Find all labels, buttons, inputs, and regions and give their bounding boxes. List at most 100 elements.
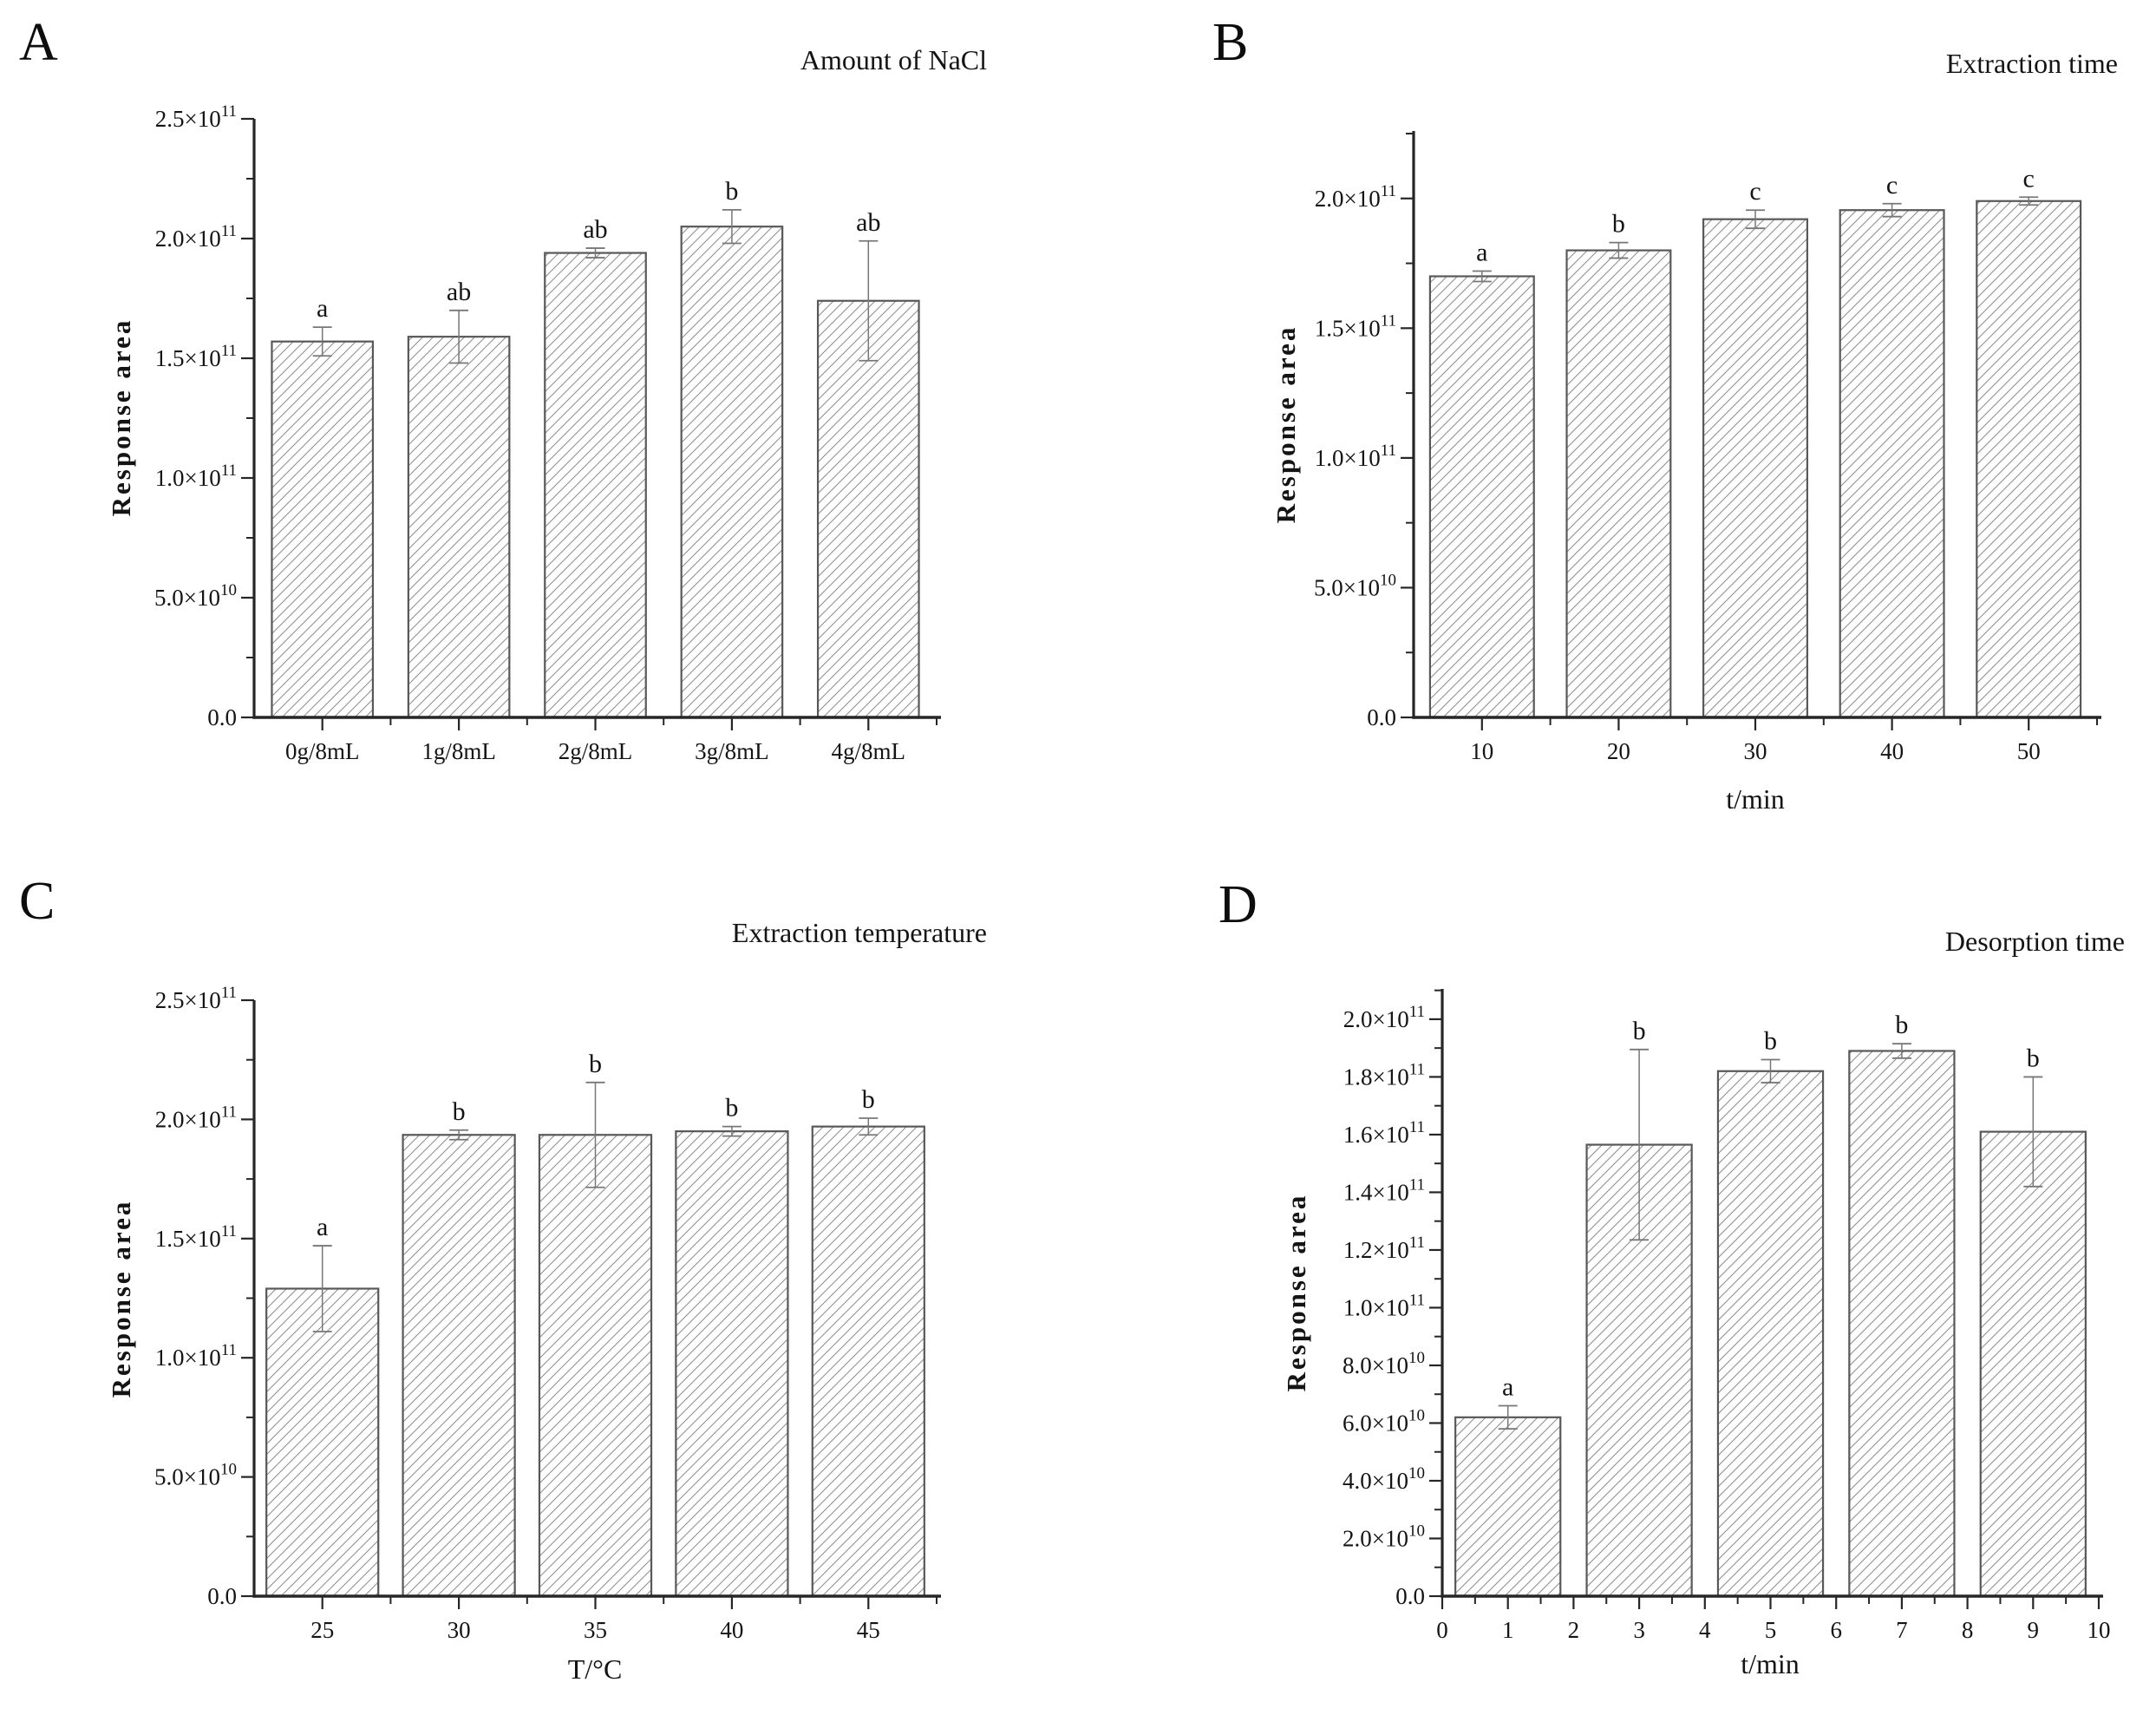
x-tick-label: 9 xyxy=(2028,1617,2040,1643)
y-tick-label: 5.0×1010 xyxy=(1314,571,1396,600)
significance-letter: a xyxy=(1476,239,1487,267)
x-tick-label: 3 xyxy=(1633,1617,1645,1643)
panel-letter-b: B xyxy=(1212,13,1249,72)
significance-letter: b xyxy=(725,177,738,206)
y-tick-label: 1.0×1011 xyxy=(155,1341,237,1371)
significance-letter: b xyxy=(725,1094,738,1123)
y-tick-label: 1.6×1011 xyxy=(1343,1118,1425,1148)
chart-plot-b: a b c c c 0.0 5.0×1010 1.0×1011 1.5×1011 2.0×1011… xyxy=(1314,131,2101,764)
x-axis-label-c: T/°C xyxy=(567,1653,623,1685)
bar xyxy=(544,252,647,719)
panel-a: A Amount of NaCl Response area a ab ab b ab 0… xyxy=(0,0,1078,857)
panel-c: C Extraction temperature Response area T… xyxy=(0,857,1078,1714)
y-tick-label: 2.0×1011 xyxy=(155,222,237,252)
y-tick-label: 4.0×1010 xyxy=(1343,1464,1425,1494)
significance-letter: c xyxy=(1886,171,1898,200)
y-tick-label: 0.0 xyxy=(207,704,237,730)
significance-letter: b xyxy=(1612,210,1625,239)
x-tick-label: 5 xyxy=(1765,1617,1777,1643)
panel-title-c: Extraction temperature xyxy=(731,917,987,948)
y-tick-label: 2.0×1011 xyxy=(155,1103,237,1132)
bar xyxy=(1848,1050,1956,1598)
panel-letter-c: C xyxy=(19,872,56,931)
x-tick-label: 1 xyxy=(1502,1617,1514,1643)
y-tick-label: 2.0×1011 xyxy=(1343,1003,1425,1032)
x-tick-label: 0g/8mL xyxy=(285,738,360,764)
bar xyxy=(538,1134,653,1598)
x-tick-label: 4 xyxy=(1699,1617,1711,1643)
y-tick-label: 1.0×1011 xyxy=(1343,1291,1425,1320)
significance-letter: ab xyxy=(447,278,471,306)
bar xyxy=(1716,1070,1825,1598)
x-tick-label: 50 xyxy=(2017,738,2041,764)
y-tick-label: 1.5×1011 xyxy=(155,342,237,371)
y-tick-label: 2.5×1011 xyxy=(155,102,237,132)
significance-letter: c xyxy=(1749,177,1761,206)
significance-letter: a xyxy=(317,1213,328,1241)
x-tick-label: 45 xyxy=(857,1617,880,1643)
y-tick-label: 1.8×1011 xyxy=(1343,1060,1425,1090)
x-tick-label: 8 xyxy=(1962,1617,1974,1643)
x-tick-label: 2 xyxy=(1568,1617,1580,1643)
y-tick-label: 0.0 xyxy=(1367,704,1396,730)
x-tick-label: 30 xyxy=(1744,738,1767,764)
y-tick-label: 5.0×1010 xyxy=(154,1461,237,1490)
y-tick-label: 2.0×1010 xyxy=(1343,1522,1425,1551)
bar xyxy=(1702,218,1808,719)
chart-plot-d: a b b b b 0.0 2.0×1010 4.0×1010 6.0×1010 8.0×1010… xyxy=(1343,989,2111,1643)
panel-letter-d: D xyxy=(1218,875,1258,934)
significance-letter: b xyxy=(1895,1011,1908,1039)
y-tick-label: 0.0 xyxy=(207,1583,237,1609)
panel-letter-a: A xyxy=(19,13,58,72)
x-tick-label: 0 xyxy=(1436,1617,1448,1643)
significance-letter: b xyxy=(2027,1044,2040,1072)
y-tick-label: 1.5×1011 xyxy=(155,1222,237,1252)
x-tick-label: 7 xyxy=(1896,1617,1908,1643)
y-tick-label: 6.0×1010 xyxy=(1343,1406,1425,1436)
y-tick-label: 0.0 xyxy=(1395,1583,1425,1609)
significance-letter: b xyxy=(1764,1026,1777,1055)
bar xyxy=(1454,1416,1562,1598)
x-tick-label: 1g/8mL xyxy=(421,738,496,764)
bar xyxy=(811,1125,925,1598)
panel-title-b: Extraction time xyxy=(1945,48,2118,79)
significance-letter: ab xyxy=(583,215,607,244)
bar xyxy=(402,1134,516,1598)
y-tick-label: 5.0×1010 xyxy=(154,581,237,611)
bar xyxy=(1428,275,1535,719)
x-tick-label: 20 xyxy=(1607,738,1630,764)
bar xyxy=(1979,1130,2087,1598)
bar xyxy=(407,336,511,719)
bar xyxy=(816,299,920,719)
x-tick-label: 40 xyxy=(720,1617,743,1643)
significance-letter: b xyxy=(589,1050,602,1078)
y-tick-label: 2.0×1011 xyxy=(1315,182,1396,212)
panel-title-d: Desorption time xyxy=(1944,926,2125,957)
bar xyxy=(265,1287,380,1598)
bar xyxy=(271,340,375,719)
x-tick-label: 10 xyxy=(2087,1617,2111,1643)
bar xyxy=(1839,209,1945,719)
x-tick-label: 6 xyxy=(1830,1617,1842,1643)
panel-title-a: Amount of NaCl xyxy=(800,44,987,75)
significance-letter: ab xyxy=(856,208,880,237)
x-tick-label: 30 xyxy=(448,1617,471,1643)
chart-plot-c: a b b b b 0.0 5.0×1010 1.0×1011 1.5×1011 2.0×1011… xyxy=(154,984,941,1643)
y-tick-label: 1.4×1011 xyxy=(1343,1175,1425,1205)
x-tick-label: 40 xyxy=(1880,738,1904,764)
x-tick-label: 10 xyxy=(1470,738,1493,764)
significance-letter: b xyxy=(1633,1017,1646,1045)
bar xyxy=(675,1130,789,1598)
significance-letter: a xyxy=(1502,1373,1513,1402)
y-tick-label: 1.0×1011 xyxy=(1315,442,1396,471)
x-tick-label: 35 xyxy=(584,1617,607,1643)
bar xyxy=(1565,249,1672,719)
significance-letter: c xyxy=(2023,164,2035,193)
y-tick-label: 1.2×1011 xyxy=(1343,1234,1425,1263)
x-axis-label-b: t/min xyxy=(1726,783,1785,815)
significance-letter: b xyxy=(862,1085,875,1114)
bar xyxy=(1976,200,2082,719)
